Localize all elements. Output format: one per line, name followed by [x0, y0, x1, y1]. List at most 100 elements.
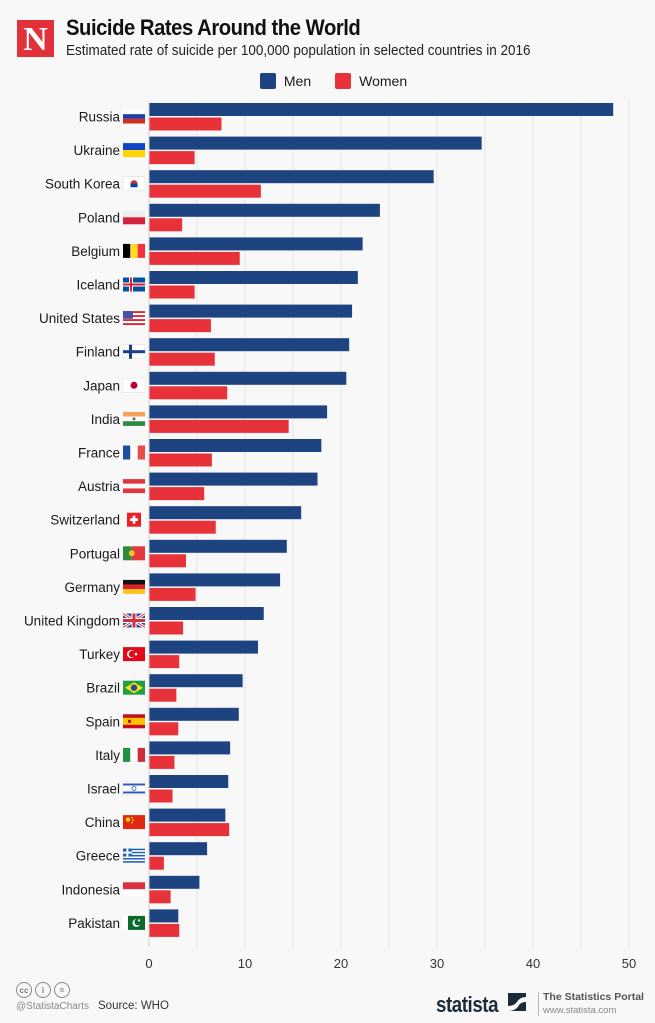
country-label: Brazil: [86, 681, 120, 696]
bar-men: [149, 271, 358, 284]
legend-item-women: Women: [335, 73, 407, 89]
italy-flag-icon: [123, 747, 145, 762]
bar-women: [149, 655, 180, 669]
bar-men: [149, 775, 229, 788]
bar-women: [149, 453, 212, 467]
country-label: Spain: [85, 714, 120, 729]
iceland-flag-icon: [123, 277, 145, 292]
bar-men: [149, 472, 318, 486]
bar-men: [149, 607, 264, 620]
finland-flag-icon: [122, 344, 146, 359]
bar-men: [149, 539, 287, 553]
france-flag-icon: [123, 445, 145, 460]
bar-women: [149, 621, 184, 635]
statistics-portal-label: The Statistics Portal: [543, 991, 644, 1003]
country-label: Iceland: [76, 278, 120, 293]
country-label: Switzerland: [50, 513, 120, 528]
bar-women: [149, 319, 211, 333]
china-flag-icon: [123, 815, 145, 830]
country-label: Finland: [76, 345, 120, 360]
bar-women: [149, 184, 261, 198]
bar-women: [149, 487, 205, 501]
bar-men: [149, 304, 353, 318]
attribution-icon: i: [35, 982, 51, 998]
source-note: Source: WHO: [98, 1000, 169, 1012]
greece-flag-icon: [123, 848, 145, 863]
country-label: Turkey: [79, 647, 120, 662]
country-label: Russia: [79, 110, 121, 125]
turkey-flag-icon: [123, 647, 145, 662]
country-label: South Korea: [45, 177, 121, 192]
no-derivatives-icon: =: [54, 982, 70, 998]
bar-men: [149, 405, 328, 419]
bar-men: [149, 808, 226, 822]
statista-icon: [508, 993, 526, 1011]
germany-flag-icon: [123, 579, 145, 594]
brazil-flag-icon: [123, 680, 145, 695]
country-label: France: [78, 446, 120, 461]
bar-women: [149, 251, 240, 265]
bar-women: [149, 352, 215, 366]
legend-swatch-men: [259, 73, 276, 89]
bar-men: [149, 674, 243, 688]
bar-women: [149, 419, 289, 433]
bar-men: [149, 506, 302, 520]
country-label: Belgium: [71, 244, 120, 259]
statista-handle: @StatistaCharts: [16, 1001, 89, 1012]
south-korea-flag-icon: [122, 176, 146, 191]
bar-men: [149, 371, 347, 385]
russia-flag-icon: [123, 109, 145, 124]
bar-women: [149, 386, 228, 400]
bar-men: [149, 640, 258, 654]
bar-women: [149, 117, 222, 131]
country-label: Indonesia: [61, 882, 120, 897]
country-label: China: [85, 815, 121, 830]
belgium-flag-icon: [123, 243, 145, 258]
legend-label-men: Men: [283, 73, 312, 89]
bar-women: [149, 890, 171, 904]
bar-women: [149, 587, 196, 601]
bar-men: [149, 842, 208, 856]
bar-men: [149, 237, 363, 251]
x-tick-label: 0: [145, 956, 152, 970]
austria-flag-icon: [123, 479, 145, 494]
country-label: India: [91, 412, 121, 427]
newsweek-logo: N: [17, 20, 54, 57]
bar-men: [149, 203, 380, 217]
bar-men: [149, 875, 200, 889]
statista-logo: statista: [436, 992, 499, 1017]
spain-flag-icon: [123, 714, 145, 729]
country-label: Greece: [76, 849, 120, 864]
portugal-flag-icon: [123, 546, 145, 561]
statista-url: www.statista.com: [543, 1005, 617, 1016]
bar-women: [149, 218, 183, 232]
bar-women: [149, 755, 175, 769]
united-states-flag-icon: [123, 311, 145, 326]
x-tick-label: 30: [430, 956, 444, 970]
chart-title: Suicide Rates Around the World: [66, 15, 361, 40]
x-tick-label: 40: [526, 956, 540, 970]
country-label: Ukraine: [73, 143, 120, 158]
bar-men: [149, 741, 231, 755]
bar-men: [149, 909, 179, 923]
switzerland-flag-icon: [127, 512, 141, 527]
legend-item-men: Men: [259, 73, 312, 89]
x-tick-label: 50: [622, 956, 636, 970]
country-label: Italy: [95, 748, 120, 763]
country-label: Pakistan: [68, 916, 120, 931]
india-flag-icon: [123, 411, 145, 426]
x-tick-label: 10: [238, 956, 252, 970]
legend-label-women: Women: [359, 73, 408, 89]
country-label: Israel: [87, 782, 120, 797]
chart-subtitle: Estimated rate of suicide per 100,000 po…: [66, 42, 531, 59]
x-tick-label: 20: [334, 956, 348, 970]
bar-men: [149, 136, 482, 150]
bar-women: [149, 856, 164, 870]
bar-women: [149, 554, 186, 568]
country-label: Portugal: [70, 546, 120, 561]
bar-women: [149, 722, 179, 736]
united-kingdom-flag-icon: [122, 612, 146, 629]
japan-flag-icon: [122, 378, 146, 393]
israel-flag-icon: [122, 781, 146, 796]
license-icons: cc i =: [16, 982, 70, 998]
